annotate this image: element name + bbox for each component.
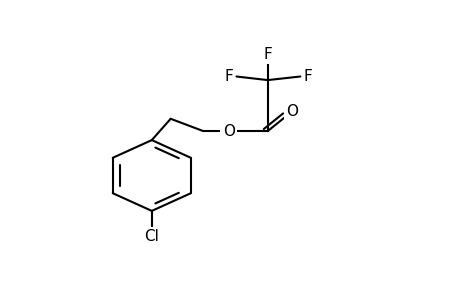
Text: F: F xyxy=(224,69,233,84)
Text: F: F xyxy=(303,69,312,84)
Text: O: O xyxy=(285,104,297,119)
Text: O: O xyxy=(222,124,234,139)
Text: F: F xyxy=(263,47,272,62)
Text: Cl: Cl xyxy=(144,229,159,244)
